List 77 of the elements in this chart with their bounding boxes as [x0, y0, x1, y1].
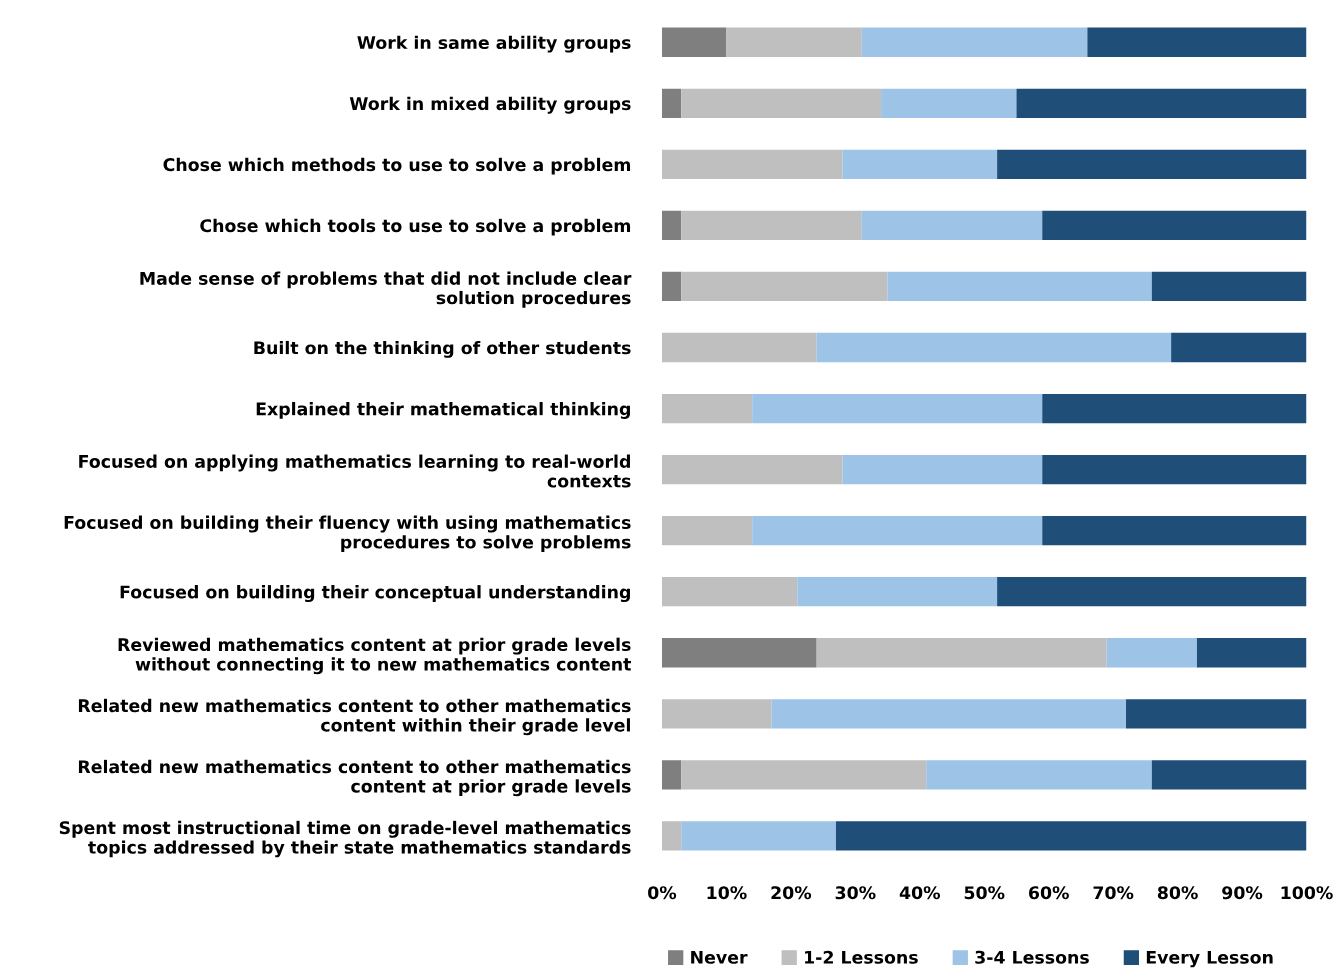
bar — [661, 332, 817, 363]
y-tick-label: Work in same ability groups — [357, 35, 631, 53]
bar — [661, 577, 798, 607]
x-tick-label: 100% — [1281, 886, 1333, 900]
x-tick-label: 20% — [771, 886, 812, 900]
bar — [661, 638, 817, 668]
y-tick-label: Work in mixed ability groups — [349, 96, 631, 114]
bar — [771, 699, 1127, 729]
bar — [842, 149, 998, 180]
bar — [661, 760, 682, 790]
bar — [1042, 210, 1307, 241]
bar — [1016, 88, 1307, 118]
bar — [997, 577, 1307, 607]
bar — [816, 638, 1107, 668]
bar — [752, 516, 1043, 546]
bar — [797, 577, 998, 607]
x-tick-label: 30% — [835, 886, 876, 900]
bar — [881, 88, 1017, 118]
y-tick-label: Focused on building their conceptual understanding — [120, 585, 630, 603]
legend-label: 1-2 Lessons — [805, 950, 918, 964]
x-tick-label: 10% — [707, 886, 747, 900]
y-tick-label: Explained their mathematical thinking — [256, 401, 630, 419]
y-tick-label: Focused on applying mathematics learning to real-world contexts — [79, 454, 631, 488]
bar — [661, 210, 682, 241]
bar — [1106, 638, 1197, 668]
x-tick-label: 40% — [899, 886, 940, 900]
legend-label: 3-4 Lessons — [975, 950, 1089, 964]
bar — [681, 271, 888, 302]
legend-label: Every Lesson — [1146, 950, 1273, 968]
y-tick-label: Reviewed mathematics content at prior grade levels without connecting it to new mathematics content — [118, 637, 632, 675]
bar — [861, 27, 1088, 57]
y-tick-label: Chose which tools to use to solve a problem — [200, 218, 631, 236]
x-tick-label: 50% — [964, 886, 1005, 900]
y-tick-label: Focused on building their fluency with using mathematics procedures to solve problems — [64, 515, 631, 552]
bar — [681, 88, 882, 118]
bar — [887, 271, 1152, 302]
bar — [726, 27, 862, 57]
bar — [997, 149, 1307, 180]
x-tick-label: 0% — [648, 886, 677, 900]
y-tick-label: Related new mathematics content to other mathematics content within their grade level — [78, 698, 631, 736]
bar — [1087, 27, 1307, 57]
x-tick-label: 70% — [1093, 886, 1134, 900]
y-tick-label: Made sense of problems that did not include clear solution procedures — [140, 271, 632, 308]
bar — [661, 393, 753, 424]
bar — [661, 149, 843, 180]
bar — [842, 454, 1043, 485]
y-tick-label: Built on the thinking of other students — [254, 340, 631, 358]
bar — [1042, 393, 1307, 424]
bar — [816, 332, 1172, 363]
bar — [661, 454, 843, 485]
bar — [661, 516, 753, 546]
bar — [835, 821, 1307, 851]
bar — [1151, 271, 1307, 302]
bar — [1196, 638, 1307, 668]
x-tick-label: 60% — [1028, 886, 1069, 900]
bar — [681, 821, 836, 851]
y-tick-label: Related new mathematics content to other mathematics content at prior grade levels — [78, 759, 631, 797]
y-tick-label: Spent most instructional time on grade-level mathematics topics addressed by their state mathematics standards — [59, 820, 631, 858]
bar — [661, 271, 682, 302]
bar — [1171, 332, 1307, 363]
bar — [681, 760, 927, 790]
bar — [1042, 454, 1307, 485]
legend-label: Never — [691, 950, 748, 964]
bar — [752, 393, 1043, 424]
bar — [861, 210, 1043, 241]
bar — [661, 821, 682, 851]
bar — [1151, 760, 1307, 790]
x-tick-label: 90% — [1222, 886, 1263, 900]
bar — [1042, 516, 1307, 546]
bar — [661, 88, 682, 118]
bar — [1126, 699, 1307, 729]
y-tick-label: Chose which methods to use to solve a problem — [163, 157, 631, 175]
bar — [661, 27, 727, 57]
bar — [926, 760, 1152, 790]
bar — [661, 699, 772, 729]
bar — [681, 210, 862, 241]
x-tick-label: 80% — [1157, 886, 1198, 900]
